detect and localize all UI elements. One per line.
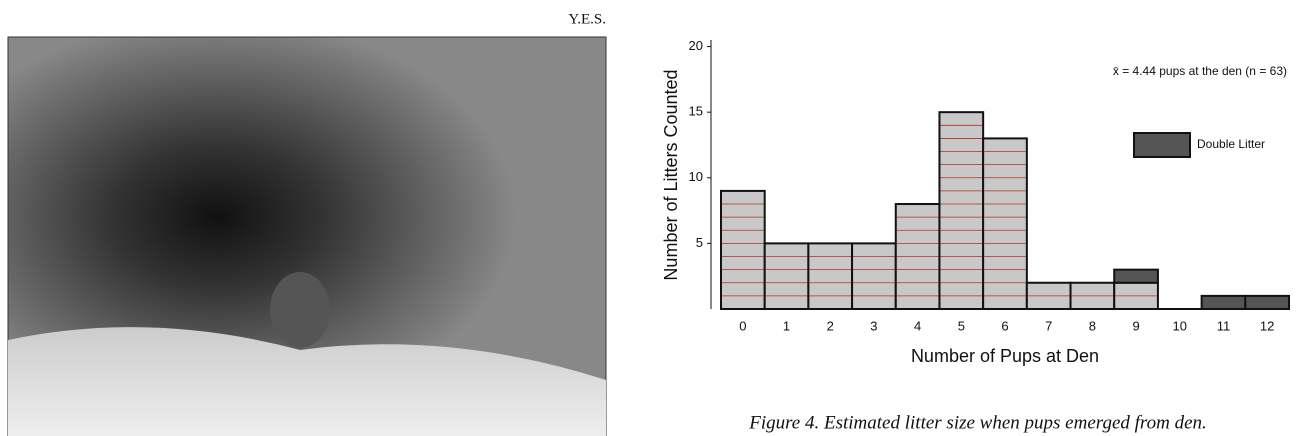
photo [7, 36, 607, 436]
bar [1113, 268, 1159, 284]
legend-swatch [1133, 132, 1191, 158]
y-tick-label: 5 [696, 235, 703, 250]
bar [720, 189, 766, 310]
x-tick-label: 9 [1132, 318, 1139, 333]
y-tick-label: 20 [689, 38, 703, 53]
legend-label: Double Litter [1197, 137, 1265, 151]
x-tick-label: 0 [739, 318, 746, 333]
x-axis-label: Number of Pups at Den [911, 346, 1099, 366]
x-tick-label: 6 [1001, 318, 1008, 333]
x-tick-label: 10 [1173, 318, 1187, 333]
x-tick-label: 11 [1217, 318, 1231, 333]
caption: Figure 4. Estimated litter size when pup… [748, 412, 1207, 433]
bar [763, 242, 810, 310]
bar [807, 242, 854, 310]
bar [851, 242, 897, 310]
bar [1200, 294, 1247, 311]
photo-credit: Y.E.S. [568, 11, 606, 27]
annotation: x̄ = 4.44 pups at the den (n = 63) [1113, 64, 1287, 78]
photo-pup [270, 272, 330, 348]
y-tick-label: 15 [689, 104, 703, 119]
bar [1244, 294, 1291, 311]
bar [982, 137, 1028, 310]
photo-ground [8, 327, 606, 436]
x-tick-label: 2 [827, 318, 834, 333]
x-tick-label: 4 [914, 318, 921, 333]
bar [938, 111, 985, 310]
x-tick-label: 3 [870, 318, 877, 333]
y-axis-label: Number of Litters Counted [661, 69, 681, 280]
x-tick-label: 7 [1045, 318, 1052, 333]
x-tick-label: 1 [783, 318, 790, 333]
x-tick-label: 5 [958, 318, 965, 333]
x-tick-label: 8 [1089, 318, 1096, 333]
y-tick-label: 10 [689, 169, 703, 184]
x-tick-label: 12 [1260, 318, 1274, 333]
